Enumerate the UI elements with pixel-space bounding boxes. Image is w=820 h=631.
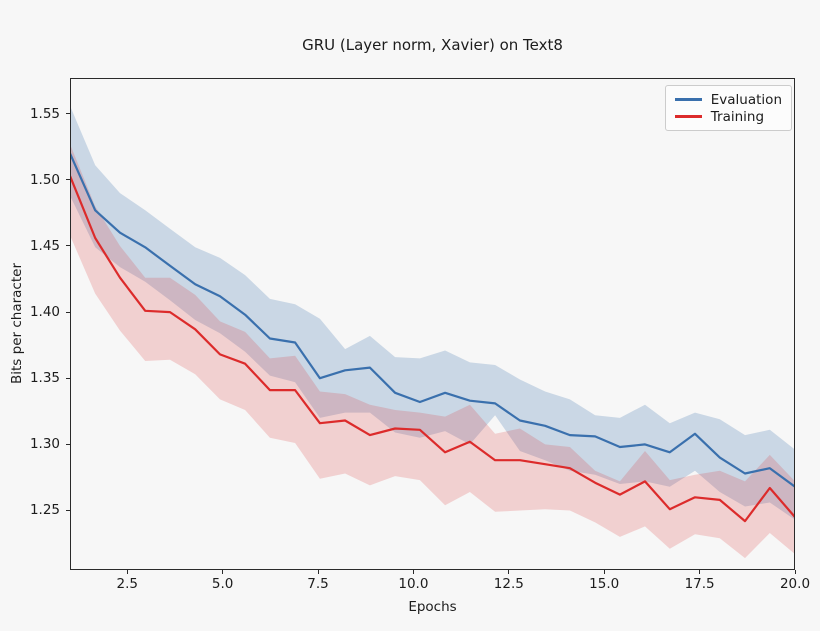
x-tick-label: 17.5 (684, 576, 715, 592)
y-tick-label: 1.25 (29, 502, 60, 519)
x-tick-mark (222, 570, 224, 574)
y-axis-label: Bits per character (9, 263, 25, 385)
x-axis-label: Epochs (408, 599, 457, 615)
x-tick-mark (794, 570, 796, 574)
x-tick-label: 2.5 (116, 576, 138, 592)
x-tick-label: 5.0 (211, 576, 234, 592)
x-tick-mark (508, 570, 510, 574)
legend-item-training: Training (674, 108, 782, 125)
y-tick-mark (66, 113, 70, 115)
evaluation-line-swatch (674, 98, 702, 101)
y-tick-mark (66, 443, 70, 445)
legend-label-training: Training (710, 108, 765, 125)
y-tick-mark (66, 311, 70, 313)
x-tick-mark (699, 570, 701, 574)
chart-title: GRU (Layer norm, Xavier) on Text8 (302, 36, 563, 54)
x-tick-mark (126, 570, 128, 574)
x-tick-mark (317, 570, 319, 574)
y-tick-label: 1.45 (29, 237, 60, 254)
evaluation-line (70, 152, 795, 488)
y-tick-label: 1.40 (29, 304, 60, 321)
x-tick-label: 12.5 (493, 576, 524, 592)
legend-label-evaluation: Evaluation (710, 91, 782, 108)
legend: Evaluation Training (664, 85, 792, 131)
x-tick-mark (603, 570, 605, 574)
y-tick-label: 1.50 (29, 171, 60, 188)
y-tick-mark (66, 509, 70, 511)
x-tick-label: 20.0 (779, 576, 811, 592)
x-tick-label: 10.0 (398, 576, 429, 592)
training-confidence-band (70, 144, 795, 559)
y-tick-mark (66, 179, 70, 181)
y-tick-label: 1.55 (29, 105, 60, 122)
training-line-swatch (674, 115, 702, 118)
plot-area (70, 78, 795, 570)
evaluation-confidence-band (70, 105, 795, 520)
legend-item-evaluation: Evaluation (674, 91, 782, 108)
chart-canvas (70, 105, 795, 559)
training-line (70, 174, 795, 523)
x-tick-label: 7.5 (307, 576, 329, 592)
x-tick-label: 15.0 (589, 576, 620, 592)
x-tick-mark (412, 570, 414, 574)
y-tick-label: 1.30 (29, 436, 60, 453)
y-tick-mark (66, 245, 70, 247)
y-tick-mark (66, 377, 70, 379)
y-tick-label: 1.35 (29, 370, 60, 387)
